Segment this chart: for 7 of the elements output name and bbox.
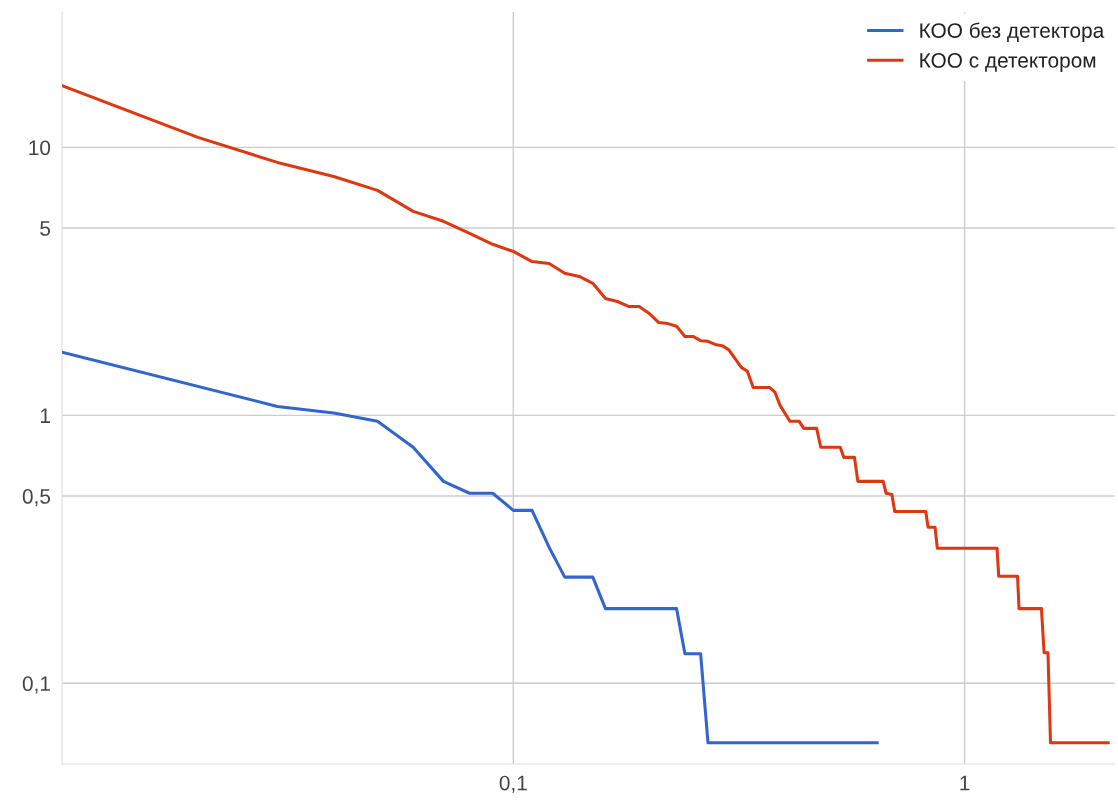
legend-label: КОО без детектора bbox=[920, 22, 1105, 43]
y-tick-label: 1 bbox=[40, 408, 50, 423]
y-tick-label: 0,5 bbox=[22, 489, 51, 507]
y-tick-label: 0,1 bbox=[22, 676, 50, 694]
y-tick-label: 10 bbox=[29, 140, 51, 156]
legend-label: КОО с детектором bbox=[920, 53, 1096, 72]
y-tick-label: 5 bbox=[40, 221, 51, 236]
